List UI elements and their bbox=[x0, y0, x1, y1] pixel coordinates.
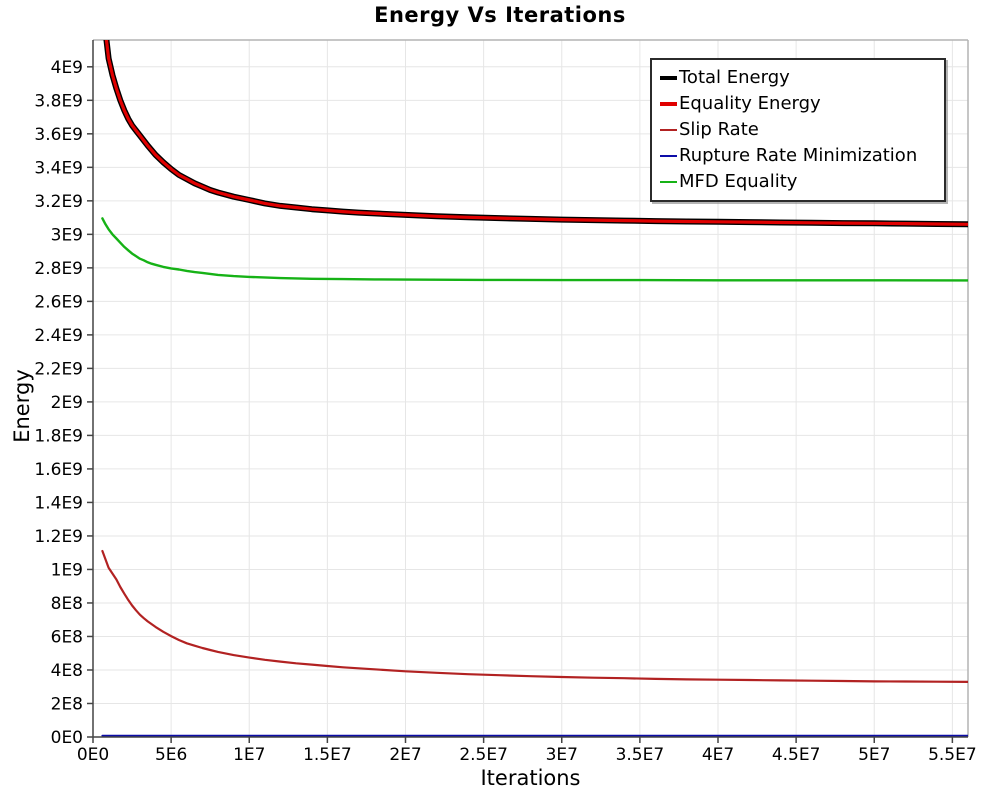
y-tick-label: 2E8 bbox=[51, 694, 83, 714]
y-tick-label: 3.2E9 bbox=[34, 192, 83, 212]
x-tick-label: 3E7 bbox=[546, 745, 578, 765]
series-line-equality-energy bbox=[104, 40, 968, 226]
x-axis-label: Iterations bbox=[480, 766, 581, 790]
legend-item-equality-energy: Equality Energy bbox=[660, 91, 936, 117]
y-tick-label: 2.6E9 bbox=[34, 292, 83, 312]
legend-item-rupture-rate-minimization: Rupture Rate Minimization bbox=[660, 143, 936, 169]
y-axis-label: Energy bbox=[10, 369, 34, 443]
legend-swatch-rupture-rate-minimization bbox=[660, 155, 677, 157]
y-tick-label: 8E8 bbox=[51, 594, 83, 614]
y-tick-label: 3.8E9 bbox=[34, 91, 83, 111]
y-tick-label: 2.2E9 bbox=[34, 359, 83, 379]
y-tick-label: 3.6E9 bbox=[34, 125, 83, 145]
x-tick-label: 2E7 bbox=[389, 745, 421, 765]
legend-label-equality-energy: Equality Energy bbox=[679, 93, 821, 114]
legend-swatch-total-energy bbox=[660, 76, 677, 80]
y-tick-label: 6E8 bbox=[51, 627, 83, 647]
y-tick-label: 2E9 bbox=[51, 393, 83, 413]
x-tick-label: 5.5E7 bbox=[928, 745, 977, 765]
legend-label-slip-rate: Slip Rate bbox=[679, 119, 759, 140]
y-tick-label: 2.8E9 bbox=[34, 259, 83, 279]
legend-item-slip-rate: Slip Rate bbox=[660, 117, 936, 143]
legend-label-mfd-equality: MFD Equality bbox=[679, 171, 798, 192]
x-tick-label: 1E7 bbox=[233, 745, 265, 765]
x-tick-label: 0E0 bbox=[77, 745, 109, 765]
legend: Total Energy Equality Energy Slip Rate Rupt… bbox=[650, 58, 946, 202]
x-tick-label: 4E7 bbox=[702, 745, 734, 765]
x-tick-label: 3.5E7 bbox=[616, 745, 665, 765]
x-tick-label: 2.5E7 bbox=[459, 745, 508, 765]
series-line-slip-rate bbox=[101, 549, 968, 684]
y-tick-label: 3.4E9 bbox=[34, 158, 83, 178]
x-tick-label: 5E7 bbox=[858, 745, 890, 765]
y-tick-label: 0E0 bbox=[51, 728, 83, 748]
x-tick-label: 4.5E7 bbox=[772, 745, 821, 765]
y-tick-label: 1E9 bbox=[51, 560, 83, 580]
legend-label-total-energy: Total Energy bbox=[679, 67, 790, 88]
y-tick-label: 3E9 bbox=[51, 225, 83, 245]
x-tick-label: 5E6 bbox=[155, 745, 187, 765]
y-tick-label: 4E9 bbox=[51, 58, 83, 78]
series-group bbox=[101, 40, 968, 737]
y-tick-label: 1.2E9 bbox=[34, 527, 83, 547]
legend-swatch-slip-rate bbox=[660, 129, 677, 131]
y-tick-label: 4E8 bbox=[51, 661, 83, 681]
legend-item-mfd-equality: MFD Equality bbox=[660, 169, 936, 195]
legend-label-rupture-rate-minimization: Rupture Rate Minimization bbox=[679, 145, 918, 166]
y-tick-label: 1.6E9 bbox=[34, 460, 83, 480]
legend-swatch-equality-energy bbox=[660, 102, 677, 106]
x-tick-label: 1.5E7 bbox=[303, 745, 352, 765]
legend-swatch-mfd-equality bbox=[660, 181, 677, 183]
y-tick-label: 2.4E9 bbox=[34, 326, 83, 346]
y-tick-label: 1.4E9 bbox=[34, 493, 83, 513]
chart-title: Energy Vs Iterations bbox=[374, 3, 626, 27]
series-line-mfd-equality bbox=[101, 217, 968, 282]
y-tick-label: 1.8E9 bbox=[34, 426, 83, 446]
legend-item-total-energy: Total Energy bbox=[660, 65, 936, 91]
tick-labels: 0E0 2E8 4E8 6E8 8E8 1E9 1.2E9 1.4E9 1.6E9 1.8E9 2E… bbox=[34, 58, 976, 765]
